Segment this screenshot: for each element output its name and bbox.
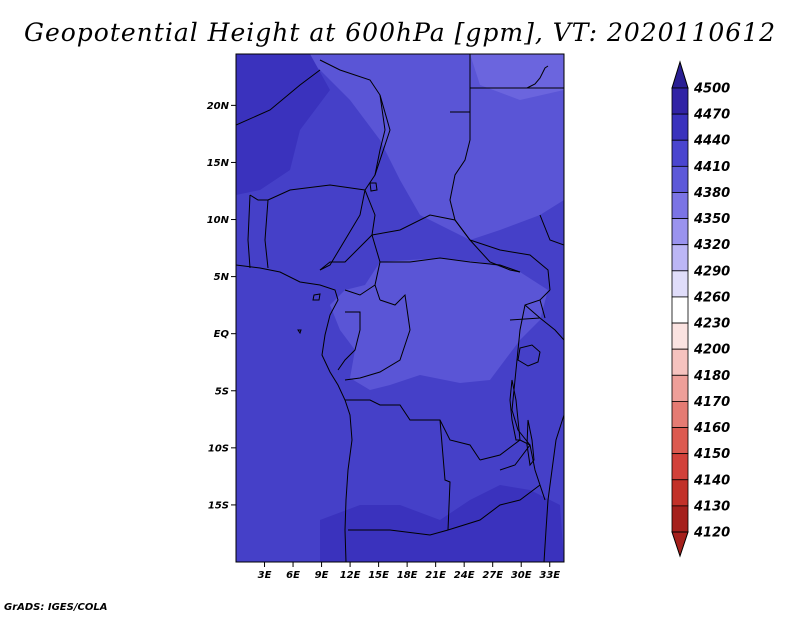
colorbar-segment (671, 296, 689, 324)
lake-victoria (517, 344, 541, 367)
colorbar-label: 4230 (693, 317, 730, 332)
colorbar-segment (671, 165, 689, 193)
colorbar-label: 4200 (693, 343, 730, 358)
latitude-axis: 20N 15N 10N 5N EQ 5S 10S 15S (207, 101, 236, 511)
grads-credit: GrADS: IGES/COLA (4, 602, 108, 613)
colorbar-segment (671, 505, 689, 533)
coastline-west-africa (236, 264, 353, 562)
colorbar-segment (671, 479, 689, 507)
lat-tick-label: 15S (208, 500, 229, 511)
country-borders (236, 54, 564, 562)
colorbar-label: 4160 (693, 421, 730, 436)
map-frame (235, 53, 565, 563)
colorbar-label: 4130 (693, 499, 730, 514)
colorbar-label: 4150 (693, 447, 730, 462)
lon-tick-label: 24E (454, 570, 475, 581)
border-drc-angola (345, 399, 481, 461)
border-ethiopia (539, 214, 564, 246)
lon-tick-label: 27E (482, 570, 503, 581)
lon-tick-label: 33E (539, 570, 560, 581)
field-region-central-light (330, 258, 548, 390)
border-car-drc (380, 257, 521, 273)
colorbar-top-arrow (671, 60, 689, 89)
colorbar-label: 4440 (693, 134, 730, 149)
height-field (236, 54, 564, 562)
longitude-axis: 3E 6E 9E 12E 15E 18E 21E 24E 27E 30E 33E (258, 562, 560, 581)
colorbar-label: 4140 (693, 473, 730, 488)
colorbar-segment (671, 87, 689, 115)
colorbar-bottom-arrow (671, 531, 689, 558)
lon-tick-label: 12E (340, 570, 361, 581)
border-drc-east (511, 289, 551, 446)
colorbar-label: 4120 (693, 526, 730, 541)
colorbar-label: 4320 (693, 238, 730, 253)
colorbar-segment (671, 348, 689, 376)
bioko-island (312, 293, 321, 301)
colorbar-segment (671, 218, 689, 246)
field-region-north-light (300, 54, 564, 240)
colorbar-label: 4380 (693, 186, 730, 201)
mediterranean-coast (526, 65, 549, 89)
colorbar-segment (671, 139, 689, 167)
border-drc-zambia (479, 439, 531, 471)
border-zambia-zimbabwe (447, 484, 541, 531)
field-region-northwest-dark (236, 54, 330, 195)
sao-tome-island (297, 329, 302, 335)
lon-tick-label: 15E (368, 570, 389, 581)
lat-tick-label: 5S (215, 386, 229, 397)
coastline-east-africa (543, 414, 564, 562)
lake-malawi (526, 419, 535, 467)
border-congo-gabon (337, 311, 361, 371)
border-car-sudan (371, 214, 521, 273)
chart-title: Geopotential Height at 600hPa [gpm], VT:… (23, 18, 777, 47)
lon-tick-label: 9E (315, 570, 329, 581)
lat-tick-label: EQ (214, 329, 230, 340)
border-congo-drc (344, 293, 411, 381)
border-tanzania-kenya (524, 304, 564, 341)
colorbar-segment (671, 244, 689, 272)
colorbar-label: 4350 (693, 212, 730, 227)
lake-tanganyika (509, 379, 521, 441)
lon-tick-label: 18E (397, 570, 418, 581)
lake-chad (369, 182, 378, 192)
border-angola-zambia (439, 419, 451, 531)
colorbar-segment (671, 113, 689, 141)
lat-tick-label: 15N (207, 158, 230, 169)
lon-tick-label: 6E (286, 570, 300, 581)
colorbar-segment (671, 401, 689, 428)
border-uganda-kenya (509, 299, 546, 321)
lon-tick-label: 21E (425, 570, 446, 581)
colorbar-label: 4410 (693, 160, 730, 175)
colorbar-label: 4180 (693, 369, 730, 384)
lon-tick-label: 3E (258, 570, 272, 581)
colorbar: 4500 4470 4440 4410 4380 4350 4320 4290 4260 4230… (671, 60, 730, 558)
colorbar-label: 4470 (693, 108, 730, 123)
colorbar-label: 4290 (693, 264, 730, 279)
colorbar-segment (671, 427, 689, 455)
border-benin-togo (247, 194, 268, 269)
colorbar-segment (671, 374, 689, 402)
border-south-sudan (469, 239, 551, 291)
lat-tick-label: 5N (214, 272, 230, 283)
lat-tick-label: 10S (208, 443, 229, 454)
lat-tick-label: 10N (207, 215, 230, 226)
border-mali-niger (236, 69, 321, 126)
colorbar-label: 4260 (693, 290, 730, 305)
lon-tick-label: 30E (511, 570, 532, 581)
border-nigeria (264, 184, 366, 271)
colorbar-label: 4500 (693, 82, 730, 97)
colorbar-segment (671, 322, 689, 350)
border-mozambique-malawi (529, 444, 546, 501)
lat-tick-label: 20N (207, 101, 230, 112)
colorbar-segment (671, 453, 689, 481)
border-angola-namibia (348, 529, 449, 536)
colorbar-label: 4170 (693, 395, 730, 410)
colorbar-segment (671, 270, 689, 298)
colorbar-segment (671, 192, 689, 219)
lakes-and-islands (297, 65, 549, 467)
